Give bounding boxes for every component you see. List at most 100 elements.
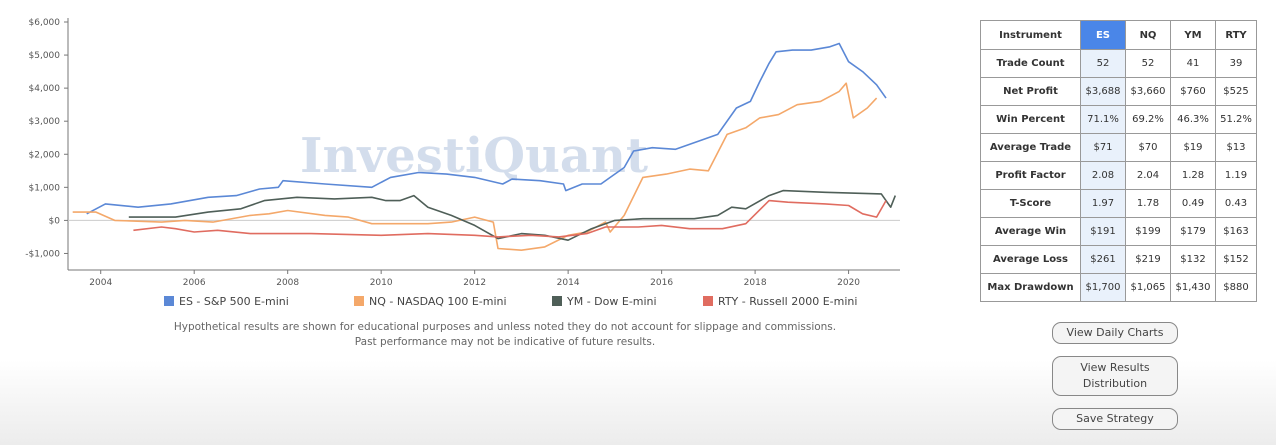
stats-row-label: Profit Factor (980, 161, 1081, 190)
legend-label: ES - S&P 500 E-mini (179, 295, 289, 308)
x-tick-label: 2018 (744, 278, 767, 288)
stats-row: Max Drawdown $1,700 $1,065 $1,430 $880 (980, 273, 1257, 302)
x-tick-label: 2010 (370, 278, 393, 288)
chart-axes: $6,000 $5,000 $4,000 $3,000 $2,000 $1,000 $0 -$… (25, 18, 900, 288)
y-tick-label: $1,000 (29, 183, 61, 193)
stats-row-label: Win Percent (980, 105, 1081, 134)
stats-cell: $3,688 (1080, 77, 1126, 106)
stats-row-label: Average Loss (980, 245, 1081, 274)
view-results-label-1: View Results (1080, 361, 1150, 374)
legend-swatch (703, 296, 713, 306)
stats-cell: 69.2% (1125, 105, 1171, 134)
stats-cell: 1.28 (1170, 161, 1216, 190)
legend-swatch (164, 296, 174, 306)
stats-row: Profit Factor 2.08 2.04 1.28 1.19 (980, 161, 1257, 190)
stats-cell: $132 (1170, 245, 1216, 274)
stats-cell: $219 (1125, 245, 1171, 274)
stats-cell: $13 (1215, 133, 1257, 162)
stats-cell: $261 (1080, 245, 1126, 274)
stats-cell: 2.04 (1125, 161, 1171, 190)
investiquant-watermark: InvestiQuant (300, 128, 648, 184)
x-tick-label: 2016 (650, 278, 673, 288)
stats-cell: 46.3% (1170, 105, 1216, 134)
stats-row-label: Max Drawdown (980, 273, 1081, 302)
y-tick-label: $0 (49, 216, 61, 226)
stats-cell: $163 (1215, 217, 1257, 246)
stats-cell: 52 (1125, 49, 1171, 78)
stats-cell: 2.08 (1080, 161, 1126, 190)
legend-swatch (354, 296, 364, 306)
header-es[interactable]: ES (1080, 20, 1126, 50)
stats-row-label: Net Profit (980, 77, 1081, 106)
view-results-label-2: Distribution (1082, 377, 1148, 390)
disclaimer-line-2: Past performance may not be indicative o… (354, 336, 656, 348)
view-daily-charts-button[interactable]: View Daily Charts (1052, 322, 1178, 344)
header-rty[interactable]: RTY (1215, 20, 1257, 50)
x-tick-label: 2014 (557, 278, 580, 288)
save-strategy-button[interactable]: Save Strategy (1052, 408, 1178, 430)
series-line (133, 199, 887, 238)
stats-cell: $1,700 (1080, 273, 1126, 302)
legend-swatch (552, 296, 562, 306)
y-tick-label: $4,000 (29, 84, 61, 94)
header-ym[interactable]: YM (1170, 20, 1216, 50)
legend-label: NQ - NASDAQ 100 E-mini (369, 295, 507, 308)
stats-cell: 1.97 (1080, 189, 1126, 218)
view-results-distribution-button[interactable]: View Results Distribution (1052, 356, 1178, 396)
y-tick-label: $5,000 (29, 51, 61, 61)
stats-header-row: Instrument ES NQ YM RTY (980, 20, 1257, 50)
stats-cell: 0.43 (1215, 189, 1257, 218)
stats-cell: 1.19 (1215, 161, 1257, 190)
x-tick-label: 2020 (837, 278, 860, 288)
y-tick-label: $2,000 (29, 150, 61, 160)
stats-cell: $760 (1170, 77, 1216, 106)
stats-row: T-Score 1.97 1.78 0.49 0.43 (980, 189, 1257, 218)
stats-cell: $152 (1215, 245, 1257, 274)
chart-legend: ES - S&P 500 E-mini NQ - NASDAQ 100 E-min… (164, 295, 857, 308)
header-nq[interactable]: NQ (1125, 20, 1171, 50)
stats-cell: 71.1% (1080, 105, 1126, 134)
stats-cell: $191 (1080, 217, 1126, 246)
stats-cell: 51.2% (1215, 105, 1257, 134)
x-tick-label: 2004 (89, 278, 112, 288)
stats-row: Trade Count 52 52 41 39 (980, 49, 1257, 78)
stats-row: Net Profit $3,688 $3,660 $760 $525 (980, 77, 1257, 106)
x-tick-label: 2006 (183, 278, 206, 288)
header-instrument: Instrument (980, 20, 1081, 50)
stats-row: Average Trade $71 $70 $19 $13 (980, 133, 1257, 162)
stats-cell: $1,430 (1170, 273, 1216, 302)
stats-cell: $199 (1125, 217, 1171, 246)
stats-table: Instrument ES NQ YM RTY Trade Count 52 52 4… (980, 20, 1257, 302)
stats-row-label: Average Win (980, 217, 1081, 246)
legend-label: RTY - Russell 2000 E-mini (718, 295, 857, 308)
series-line (128, 189, 897, 241)
x-tick-label: 2008 (276, 278, 299, 288)
stats-cell: $525 (1215, 77, 1257, 106)
stats-cell: 52 (1080, 49, 1126, 78)
stats-cell: 0.49 (1170, 189, 1216, 218)
stats-row-label: Average Trade (980, 133, 1081, 162)
stats-cell: $179 (1170, 217, 1216, 246)
series-lines (72, 42, 897, 251)
stats-row: Average Win $191 $199 $179 $163 (980, 217, 1257, 246)
x-tick-label: 2012 (463, 278, 486, 288)
legend-label: YM - Dow E-mini (566, 295, 657, 308)
y-tick-label: $3,000 (29, 117, 61, 127)
stats-cell: $3,660 (1125, 77, 1171, 106)
disclaimer-line-1: Hypothetical results are shown for educa… (173, 321, 837, 333)
stats-row-label: Trade Count (980, 49, 1081, 78)
disclaimer: Hypothetical results are shown for educa… (60, 320, 950, 350)
stats-row: Average Loss $261 $219 $132 $152 (980, 245, 1257, 274)
stats-cell: 41 (1170, 49, 1216, 78)
stats-cell: 39 (1215, 49, 1257, 78)
equity-curve-chart: InvestiQuant $6,000 $5,000 $4,000 $3,000 $2,… (25, 18, 900, 308)
y-tick-label: -$1,000 (25, 249, 60, 259)
stats-cell: $880 (1215, 273, 1257, 302)
stats-body: Trade Count 52 52 41 39 Net Profit $3,688 $3,66… (980, 49, 1257, 302)
stats-cell: $19 (1170, 133, 1216, 162)
stats-row: Win Percent 71.1% 69.2% 46.3% 51.2% (980, 105, 1257, 134)
stats-row-label: T-Score (980, 189, 1081, 218)
stats-cell: $70 (1125, 133, 1171, 162)
stats-cell: $71 (1080, 133, 1126, 162)
stats-cell: 1.78 (1125, 189, 1171, 218)
